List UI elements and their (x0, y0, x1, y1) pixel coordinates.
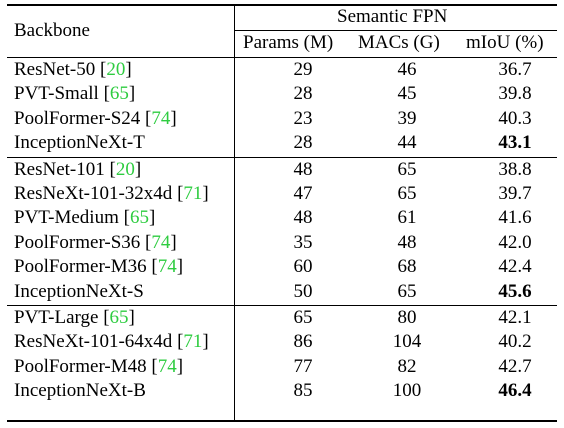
backbone-name: ResNeXt-101-32x4d (14, 183, 173, 204)
header-backbone: Backbone (14, 20, 90, 41)
citation-link[interactable]: 20 (106, 59, 126, 80)
params-value: 29 (293, 59, 313, 80)
backbone-name: ResNet-101 (14, 158, 105, 180)
top-rule (7, 4, 557, 6)
backbone-name: PoolFormer-M36 (14, 256, 147, 278)
backbone-name: PoolFormer-M48 (14, 355, 147, 377)
column-divider (234, 4, 235, 422)
table-row-name: PVT-Large [65] (14, 307, 135, 328)
macs-value: 48 (397, 231, 417, 253)
params-value: 65 (293, 307, 313, 328)
miou-value: 46.4 (498, 380, 532, 402)
macs-value: 61 (397, 207, 417, 229)
macs-value: 68 (397, 256, 417, 278)
params-value: 50 (293, 280, 313, 302)
backbone-name: ResNet-50 (14, 59, 96, 80)
miou-value: 38.8 (498, 158, 532, 180)
params-value: 48 (293, 207, 313, 229)
header-miou: mIoU (%) (466, 32, 544, 53)
miou-value: 40.3 (498, 107, 532, 129)
macs-value: 80 (397, 307, 417, 328)
macs-value: 39 (397, 107, 417, 129)
backbone-name: PVT-Medium (14, 207, 119, 229)
backbone-name: PVT-Small (14, 83, 99, 105)
miou-value: 39.8 (498, 83, 532, 105)
backbone-name: PoolFormer-S24 (14, 107, 141, 129)
backbone-name: PoolFormer-S36 (14, 231, 141, 253)
params-value: 47 (293, 183, 313, 204)
bottom-rule (7, 420, 557, 422)
group-divider-rule (7, 305, 557, 306)
macs-value: 104 (392, 331, 422, 353)
params-value: 86 (293, 331, 313, 353)
backbone-name: PVT-Large (14, 307, 99, 328)
backbone-name: InceptionNeXt-T (14, 132, 145, 154)
results-table: Backbone Semantic FPN Params (M) MACs (G… (7, 4, 557, 422)
header-subrule (234, 30, 557, 31)
miou-value: 41.6 (498, 207, 532, 229)
backbone-name: InceptionNeXt-B (14, 380, 146, 402)
table-row-name: ResNeXt-101-32x4d [71] (14, 183, 209, 204)
table-row-name: PoolFormer-M36 [74] (14, 256, 184, 278)
citation-link[interactable]: 74 (157, 355, 177, 377)
table-row-name: PoolFormer-S36 [74] (14, 231, 177, 253)
miou-value: 42.0 (498, 231, 532, 253)
table-row-name: PVT-Medium [65] (14, 207, 156, 229)
citation-link[interactable]: 74 (151, 107, 171, 129)
miou-value: 39.7 (498, 183, 532, 204)
table-row-name: InceptionNeXt-S (14, 281, 144, 303)
citation-link[interactable]: 71 (183, 331, 203, 353)
miou-value: 40.2 (498, 331, 532, 353)
params-value: 28 (293, 132, 313, 154)
citation-link[interactable]: 74 (151, 231, 171, 253)
miou-value: 36.7 (498, 59, 532, 80)
macs-value: 82 (397, 355, 417, 377)
macs-value: 45 (397, 83, 417, 105)
params-value: 48 (293, 158, 313, 180)
params-value: 77 (293, 355, 313, 377)
header-group: Semantic FPN (337, 6, 448, 27)
params-value: 60 (293, 256, 313, 278)
citation-link[interactable]: 65 (109, 307, 129, 328)
citation-link[interactable]: 65 (129, 207, 149, 229)
miou-value: 42.4 (498, 256, 532, 278)
table-row-name: PoolFormer-S24 [74] (14, 107, 177, 129)
table-row-name: PoolFormer-M48 [74] (14, 355, 184, 377)
macs-value: 65 (397, 280, 417, 302)
miou-value: 42.1 (498, 307, 532, 328)
params-value: 23 (293, 107, 313, 129)
backbone-name: ResNeXt-101-64x4d (14, 331, 173, 353)
table-row-name: PVT-Small [65] (14, 83, 136, 105)
header-macs: MACs (G) (358, 32, 440, 53)
macs-value: 44 (397, 132, 417, 154)
header-bottom-rule (7, 57, 557, 58)
backbone-name: InceptionNeXt-S (14, 280, 144, 302)
macs-value: 100 (392, 380, 422, 402)
macs-value: 65 (397, 158, 417, 180)
citation-link[interactable]: 20 (115, 158, 135, 180)
table-row-name: ResNet-101 [20] (14, 158, 142, 180)
table-row-name: InceptionNeXt-T (14, 132, 145, 154)
citation-link[interactable]: 65 (109, 83, 129, 105)
table-row-name: InceptionNeXt-B (14, 380, 146, 402)
params-value: 85 (293, 380, 313, 402)
miou-value: 45.6 (498, 280, 532, 302)
table-row-name: ResNet-50 [20] (14, 59, 132, 80)
table-row-name: ResNeXt-101-64x4d [71] (14, 331, 209, 353)
group-divider-rule (7, 156, 557, 158)
params-value: 35 (293, 231, 313, 253)
miou-value: 43.1 (498, 132, 532, 154)
miou-value: 42.7 (498, 355, 532, 377)
macs-value: 46 (397, 59, 417, 80)
citation-link[interactable]: 71 (183, 183, 203, 204)
macs-value: 65 (397, 183, 417, 204)
header-params: Params (M) (243, 32, 334, 53)
citation-link[interactable]: 74 (157, 256, 177, 278)
params-value: 28 (293, 83, 313, 105)
